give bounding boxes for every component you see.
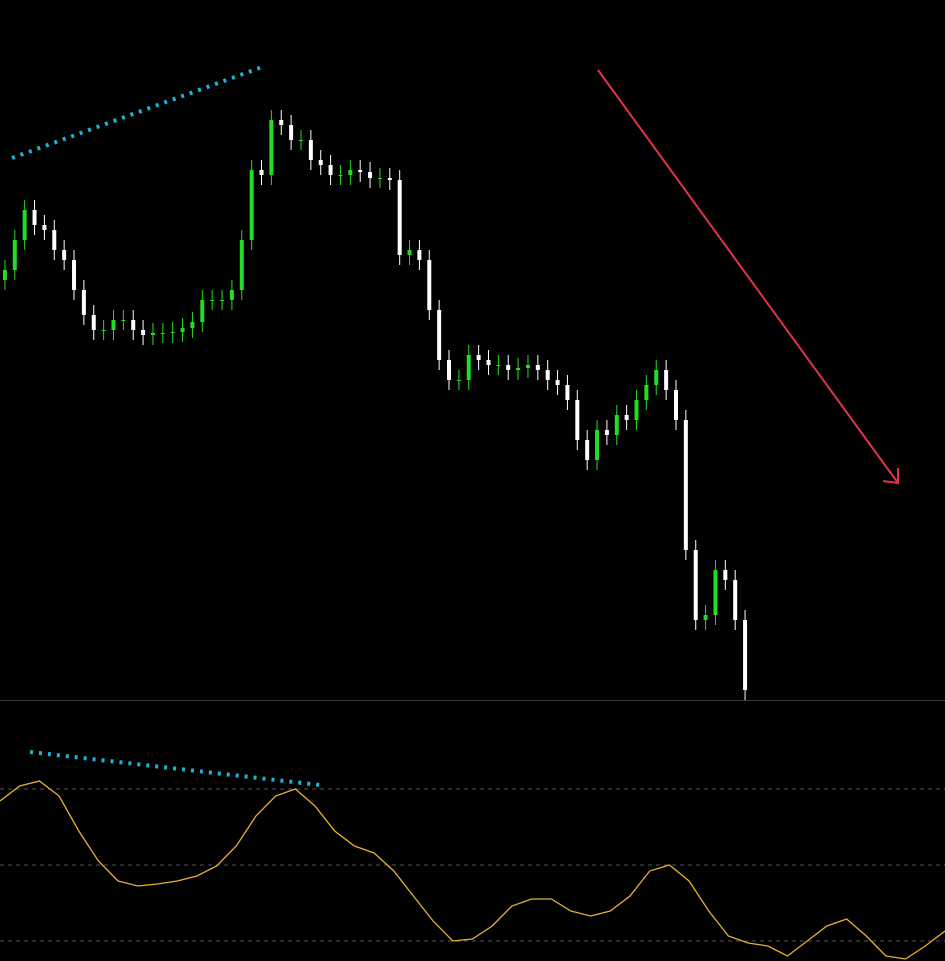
candle-body xyxy=(723,570,728,580)
candle-body xyxy=(91,315,96,330)
candle-body xyxy=(407,250,412,255)
candle-body xyxy=(634,400,639,420)
candle-body xyxy=(417,250,422,260)
candle-body xyxy=(170,332,175,333)
candle-body xyxy=(190,322,195,328)
candle-body xyxy=(644,385,649,400)
candle-body xyxy=(585,440,590,460)
candle-body xyxy=(52,230,57,250)
candle-body xyxy=(516,368,521,370)
candle-body xyxy=(101,330,106,331)
candle-body xyxy=(289,125,294,140)
candle-body xyxy=(466,355,471,380)
candle-body xyxy=(269,120,274,175)
trend-arrow xyxy=(597,69,899,485)
divergence-line xyxy=(29,750,321,787)
candle-body xyxy=(279,120,284,125)
candle-body xyxy=(693,550,698,620)
candle-body xyxy=(624,415,629,420)
candle-body xyxy=(427,260,432,310)
candle-body xyxy=(22,210,27,240)
candle-body xyxy=(683,420,688,550)
candle-body xyxy=(81,290,86,315)
candle-body xyxy=(160,333,165,334)
candle-body xyxy=(437,310,442,360)
candle-body xyxy=(42,225,47,230)
candle-body xyxy=(664,370,669,390)
candle-body xyxy=(249,170,254,240)
candle-body xyxy=(358,170,363,172)
candle-body xyxy=(654,370,659,385)
candle-body xyxy=(348,170,353,175)
candle-body xyxy=(308,140,313,160)
candle-body xyxy=(565,385,570,400)
divergence-line xyxy=(11,64,266,160)
candle-body xyxy=(368,172,373,178)
candle-body xyxy=(150,333,155,335)
candle-body xyxy=(32,210,37,225)
candle-body xyxy=(180,328,185,332)
candle-body xyxy=(62,250,67,260)
candle-body xyxy=(12,240,17,270)
candle-body xyxy=(200,300,205,322)
candle-body xyxy=(220,300,225,301)
candle-body xyxy=(229,290,234,300)
candle-body xyxy=(713,570,718,615)
candle-body xyxy=(614,415,619,435)
candle-body xyxy=(476,355,481,360)
candle-body xyxy=(545,370,550,380)
oscillator-line xyxy=(0,780,945,960)
candle-body xyxy=(456,380,461,381)
candle-body xyxy=(239,240,244,290)
candle-body xyxy=(111,320,116,330)
candle-body xyxy=(604,430,609,435)
candle-body xyxy=(2,270,7,280)
candle-body xyxy=(387,178,392,180)
candle-body xyxy=(673,390,678,420)
candle-body xyxy=(377,178,382,179)
candle-body xyxy=(743,620,748,690)
candle-body xyxy=(506,365,511,370)
candle-body xyxy=(141,330,146,335)
candle-body xyxy=(121,320,126,321)
candle-body xyxy=(338,175,343,176)
candle-body xyxy=(318,160,323,165)
candle-body xyxy=(555,380,560,385)
candle-body xyxy=(447,360,452,380)
candle-body xyxy=(575,400,580,440)
candle-body xyxy=(72,260,77,290)
candle-body xyxy=(397,180,402,255)
candle-body xyxy=(535,365,540,370)
candle-body xyxy=(131,320,136,330)
candle-body xyxy=(595,430,600,460)
candle-body xyxy=(496,365,501,366)
candle-body xyxy=(486,360,491,365)
candle-body xyxy=(210,300,215,301)
candle-body xyxy=(328,165,333,175)
candle-body xyxy=(703,615,708,620)
candle-body xyxy=(259,170,264,175)
candle-body xyxy=(298,140,303,141)
candle-body xyxy=(525,365,530,368)
candle-body xyxy=(733,580,738,620)
